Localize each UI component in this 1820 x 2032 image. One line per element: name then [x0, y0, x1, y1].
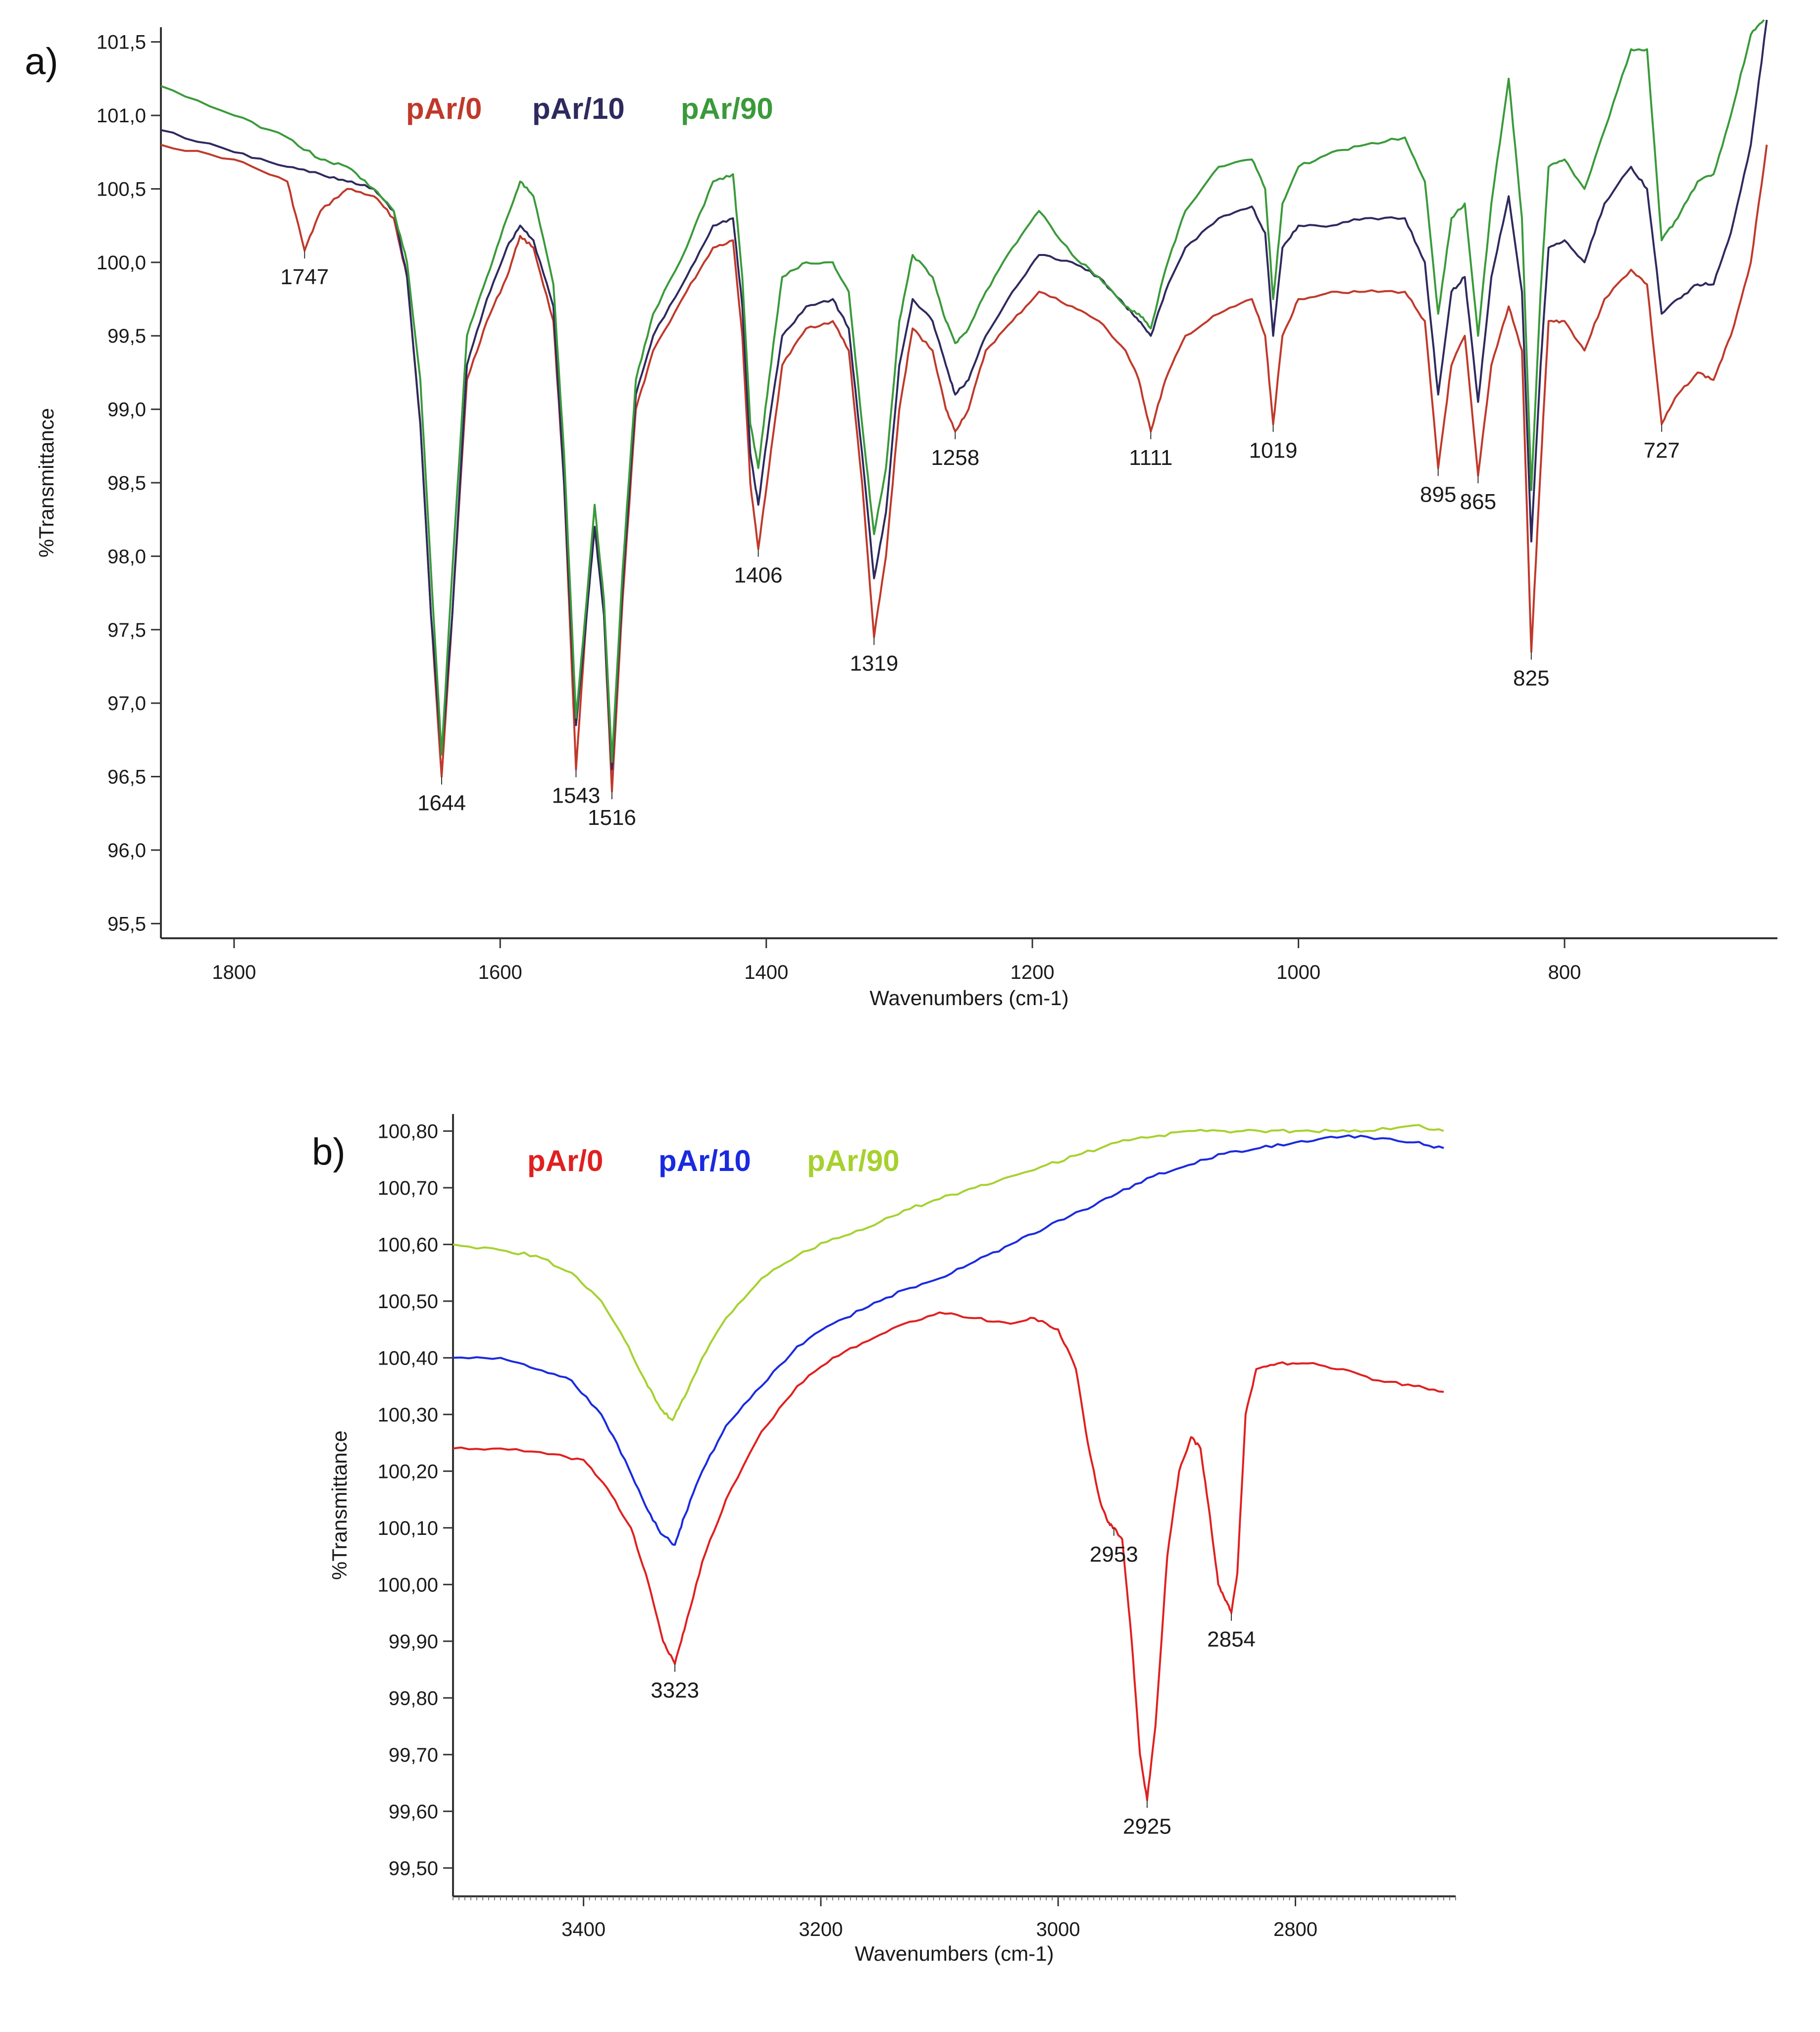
y-tick-label: 100,70 — [378, 1177, 438, 1199]
y-tick-label: 100,60 — [378, 1234, 438, 1256]
peak-label: 1516 — [588, 806, 636, 830]
peak-label: 3323 — [651, 1678, 699, 1703]
series-line-par-90 — [453, 1124, 1444, 1422]
legend-entry: pAr/0 — [527, 1144, 603, 1177]
x-tick-label: 3200 — [799, 1919, 843, 1940]
x-tick-label: 2800 — [1273, 1919, 1317, 1940]
y-tick-label: 100,80 — [378, 1120, 438, 1142]
y-tick-label: 99,60 — [389, 1801, 438, 1823]
y-tick-label: 99,50 — [389, 1858, 438, 1880]
x-axis-title: Wavenumbers (cm-1) — [855, 1942, 1054, 1965]
peak-label: 1543 — [552, 784, 600, 808]
series-line-par-0 — [453, 1311, 1444, 1801]
x-tick-label: 1600 — [478, 962, 522, 983]
y-tick-label: 100,20 — [378, 1461, 438, 1482]
peak-label: 865 — [1460, 490, 1496, 514]
peak-label: 1406 — [734, 563, 783, 588]
peak-label: 2854 — [1207, 1627, 1256, 1652]
peak-label: 1258 — [931, 446, 979, 470]
y-tick-label: 95,5 — [107, 913, 146, 935]
panel-b: b) 99,50 99,60 99,70 99,80 99,90 100,00 100,10 1… — [312, 1114, 1456, 1965]
peak-label: 2925 — [1123, 1814, 1171, 1838]
peak-label: 1319 — [850, 652, 898, 676]
x-tick-label: 1400 — [744, 962, 788, 983]
y-tick-label: 100,50 — [378, 1291, 438, 1313]
y-tick-label: 99,5 — [107, 325, 146, 347]
x-axis-title: Wavenumbers (cm-1) — [869, 986, 1068, 1010]
peak-label: 895 — [1420, 482, 1456, 507]
legend-entry: pAr/10 — [658, 1144, 751, 1177]
y-tick-label: 101,5 — [97, 32, 146, 53]
y-tick-label: 97,0 — [107, 693, 146, 714]
peak-label: 1019 — [1249, 438, 1298, 462]
x-tick-label: 1000 — [1276, 962, 1320, 983]
y-tick-label: 100,40 — [378, 1347, 438, 1369]
peak-label: 1747 — [280, 265, 329, 289]
panel-a: a) 95,5 96,0 96,5 97,0 97,5 98,0 98,5 99,0 99,5 10… — [25, 19, 1777, 1010]
y-tick-label: 101,0 — [97, 105, 146, 127]
x-tick-label: 800 — [1548, 962, 1581, 983]
y-tick-label: 99,90 — [389, 1631, 438, 1653]
peak-label: 1111 — [1129, 446, 1172, 470]
x-tick-label: 3000 — [1036, 1919, 1080, 1940]
legend-entry: pAr/0 — [406, 92, 482, 125]
legend-entry: pAr/90 — [681, 92, 773, 125]
series-line-par-90 — [160, 19, 1765, 763]
y-tick-label: 98,5 — [107, 472, 146, 494]
panel-label: a) — [25, 41, 58, 83]
series-line-par-10 — [453, 1134, 1444, 1546]
y-tick-label: 100,00 — [378, 1574, 438, 1596]
series-line-par-0 — [160, 144, 1768, 793]
y-tick-label: 99,0 — [107, 399, 146, 421]
y-tick-label: 99,80 — [389, 1687, 438, 1709]
y-tick-label: 100,0 — [97, 252, 146, 274]
y-tick-label: 98,0 — [107, 546, 146, 567]
peak-label: 825 — [1513, 666, 1549, 690]
x-tick-label: 1200 — [1011, 962, 1055, 983]
panel-label: b) — [312, 1131, 346, 1173]
peak-label: 1644 — [417, 791, 466, 815]
y-tick-label: 99,70 — [389, 1744, 438, 1766]
series-line-par-10 — [160, 19, 1768, 770]
y-axis-title: %Transmittance — [328, 1430, 351, 1580]
y-tick-label: 96,5 — [107, 766, 146, 788]
legend-entry: pAr/90 — [807, 1144, 900, 1177]
y-tick-label: 100,5 — [97, 178, 146, 200]
x-tick-label: 1800 — [212, 962, 256, 983]
y-tick-label: 97,5 — [107, 619, 146, 641]
y-axis-title: %Transmittance — [35, 408, 58, 558]
y-tick-label: 100,10 — [378, 1518, 438, 1539]
y-tick-label: 96,0 — [107, 840, 146, 862]
x-tick-label: 3400 — [561, 1919, 606, 1940]
legend-entry: pAr/10 — [532, 92, 625, 125]
peak-label: 727 — [1643, 438, 1679, 462]
peak-label: 2953 — [1090, 1542, 1138, 1567]
y-tick-label: 100,30 — [378, 1404, 438, 1426]
